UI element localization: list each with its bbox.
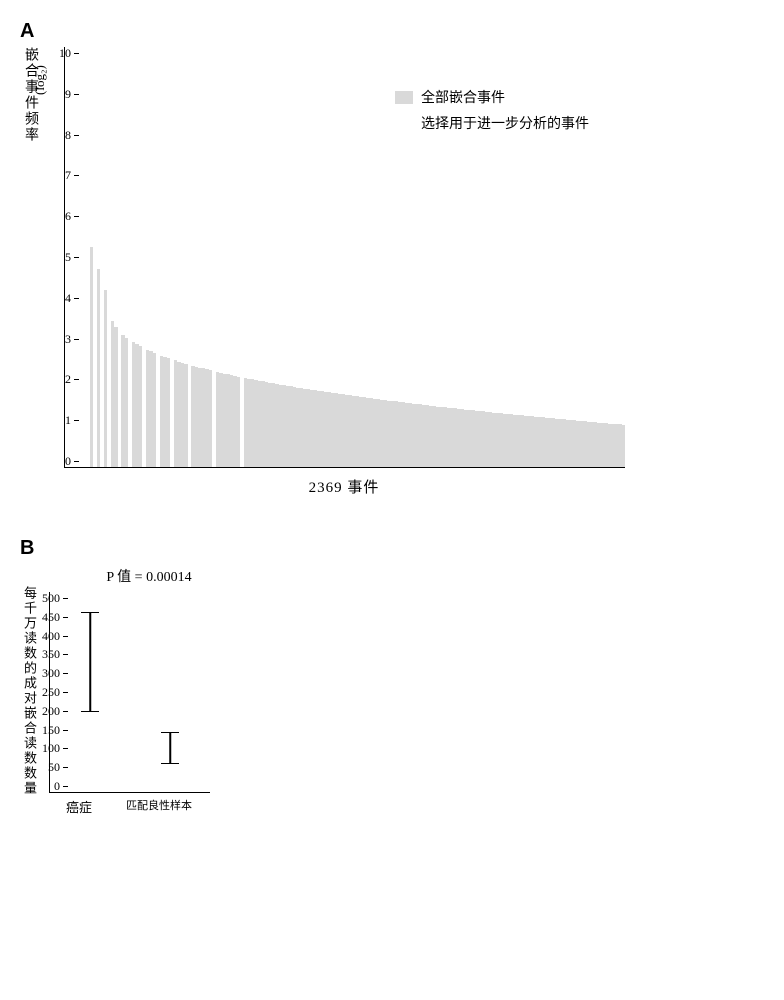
bar-label-benign: 匹配良性样本 [126, 797, 192, 816]
chart-a-ylabel-group: 嵌合事件频率 (log₂) [20, 47, 58, 467]
panel-a: A 嵌合事件频率 (log₂) 10 9 8 7 6 5 4 3 2 1 [20, 20, 764, 497]
legend-item-all: 全部嵌合事件 [395, 87, 589, 107]
bar-group [149, 592, 191, 792]
error-cap-bottom [161, 763, 179, 765]
chart-a-ylabel: 嵌合事件频率 [20, 47, 40, 467]
error-cap-top [81, 612, 99, 614]
bar-label-cancer: 癌症 [66, 797, 92, 816]
error-bar [89, 612, 91, 712]
panel-b-label: B [20, 537, 764, 560]
y-tick: 400 [42, 630, 60, 642]
y-tick: 500 [42, 592, 60, 604]
chart-b-ylabel: 每千万读数的成对嵌合读数数量 [20, 586, 39, 796]
legend-item-selected: 选择用于进一步分析的事件 [395, 113, 589, 133]
y-tick: 200 [42, 705, 60, 717]
y-tick: 350 [42, 648, 60, 660]
chart-a-legend: 全部嵌合事件 选择用于进一步分析的事件 [395, 87, 589, 139]
legend-swatch-all [395, 91, 413, 104]
p-value-label: P 值 = 0.00014 [49, 566, 249, 586]
chart-b-plot-area: 500 450 400 350 300 250 200 150 100 50 0 [49, 592, 210, 793]
chart-b-container: 每千万读数的成对嵌合读数数量 P 值 = 0.00014 500 450 400… [20, 566, 764, 816]
panel-b: B 每千万读数的成对嵌合读数数量 P 值 = 0.00014 500 450 4… [20, 537, 764, 816]
panel-a-label: A [20, 20, 764, 43]
chart-a-plot: 10 9 8 7 6 5 4 3 2 1 0 全部嵌合事 [64, 47, 624, 497]
chart-b-plot: 500 450 400 350 300 250 200 150 100 50 0 [49, 592, 249, 816]
chart-a-plot-area: 10 9 8 7 6 5 4 3 2 1 0 全部嵌合事 [64, 47, 625, 468]
y-tick: 50 [48, 761, 60, 773]
y-tick: 0 [54, 780, 60, 792]
chart-b-plot-wrapper: P 值 = 0.00014 500 450 400 350 300 250 20… [49, 566, 249, 816]
bar-group [69, 592, 111, 792]
chart-a-xlabel: 2369 事件 [64, 476, 624, 497]
legend-label-all: 全部嵌合事件 [421, 87, 505, 107]
error-cap-bottom [81, 711, 99, 713]
y-tick: 150 [42, 724, 60, 736]
y-tick: 450 [42, 611, 60, 623]
y-tick: 300 [42, 667, 60, 679]
error-cap-top [161, 732, 179, 734]
legend-swatch-selected [395, 117, 413, 130]
y-tick: 100 [42, 742, 60, 754]
chart-b-y-axis: 500 450 400 350 300 250 200 150 100 50 0 [42, 592, 60, 792]
chart-a-container: 嵌合事件频率 (log₂) 10 9 8 7 6 5 4 3 2 1 0 [20, 47, 764, 497]
error-bar [169, 732, 171, 764]
legend-label-selected: 选择用于进一步分析的事件 [421, 113, 589, 133]
y-tick: 250 [42, 686, 60, 698]
chart-b-x-labels: 癌症 匹配良性样本 [49, 797, 209, 816]
hist-bar [622, 425, 626, 467]
